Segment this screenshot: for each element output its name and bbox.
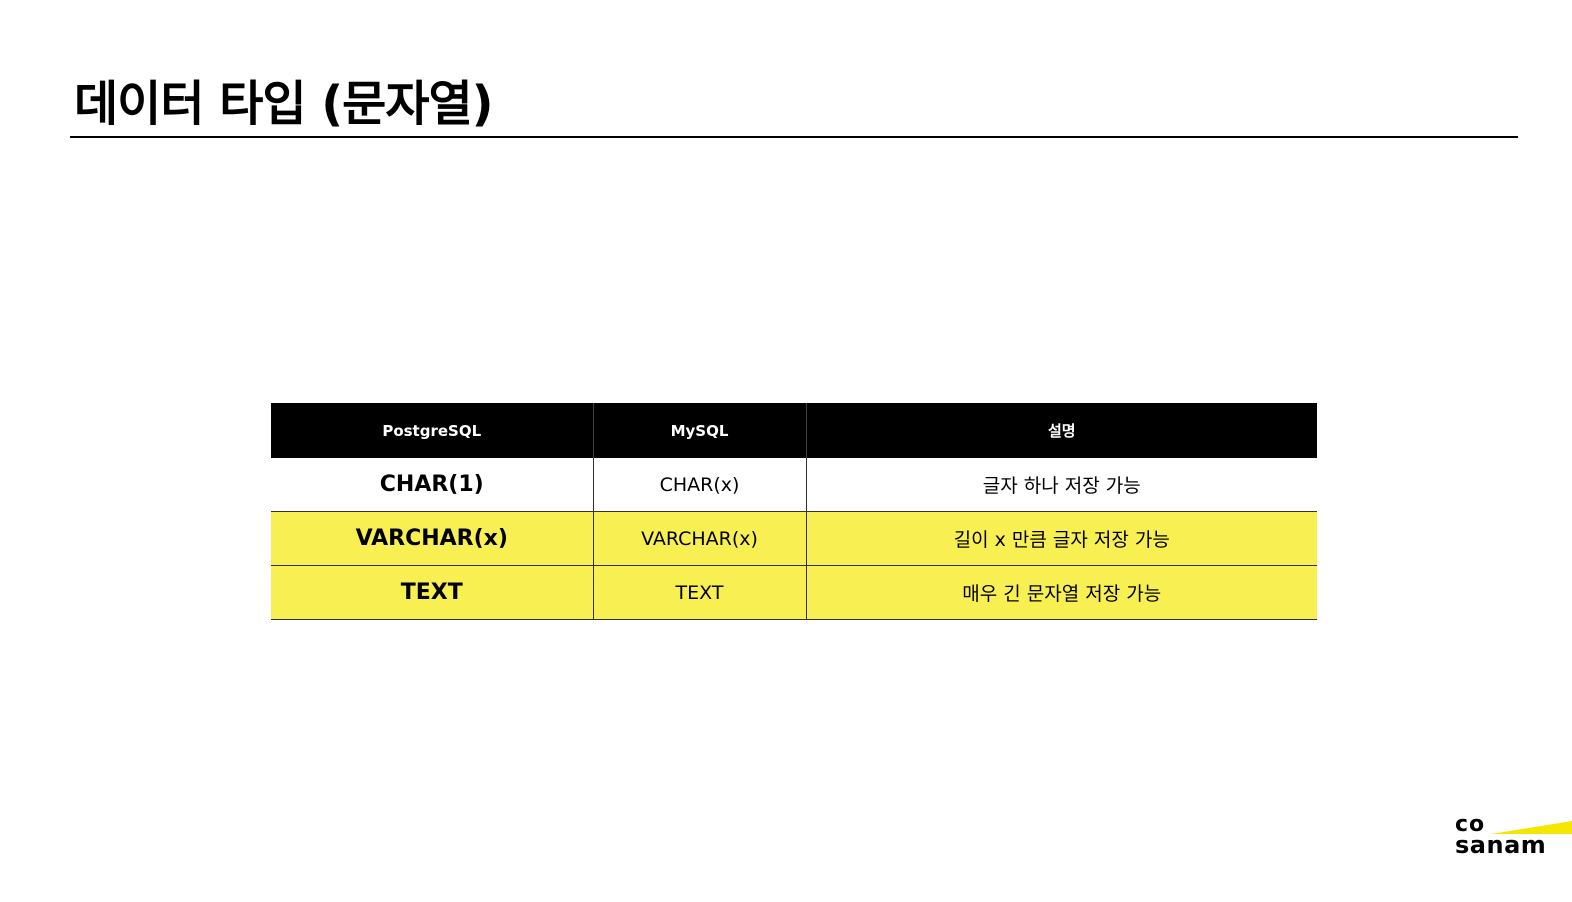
cell-mysql: TEXT: [592, 565, 806, 620]
table-row: VARCHAR(x) VARCHAR(x) 길이 x 만큼 글자 저장 가능: [271, 511, 1317, 566]
cell-postgresql: TEXT: [271, 565, 593, 620]
page-title: 데이터 타입 (문자열): [74, 76, 494, 132]
cell-description: 글자 하나 저장 가능: [805, 458, 1317, 512]
logo-text-co: co: [1455, 812, 1486, 837]
cell-postgresql: VARCHAR(x): [271, 511, 593, 566]
logo-text-sanam: sanam: [1455, 831, 1547, 859]
cosanam-logo: co sanam: [1453, 812, 1572, 861]
header-postgresql: PostgreSQL: [271, 403, 593, 458]
header-description: 설명: [805, 403, 1317, 458]
cell-mysql: CHAR(x): [592, 458, 806, 512]
cell-mysql: VARCHAR(x): [592, 511, 806, 566]
table-row: CHAR(1) CHAR(x) 글자 하나 저장 가능: [271, 458, 1317, 512]
title-divider: [70, 136, 1518, 138]
cell-description: 길이 x 만큼 글자 저장 가능: [805, 511, 1317, 566]
table-row: TEXT TEXT 매우 긴 문자열 저장 가능: [271, 565, 1317, 620]
string-types-table: PostgreSQL MySQL 설명 CHAR(1) CHAR(x) 글자 하…: [271, 403, 1317, 620]
logo-wedge-shape: [1491, 821, 1572, 834]
cell-description: 매우 긴 문자열 저장 가능: [805, 565, 1317, 620]
table-header-row: PostgreSQL MySQL 설명: [271, 403, 1317, 458]
header-mysql: MySQL: [592, 403, 806, 458]
cell-postgresql: CHAR(1): [271, 458, 593, 512]
